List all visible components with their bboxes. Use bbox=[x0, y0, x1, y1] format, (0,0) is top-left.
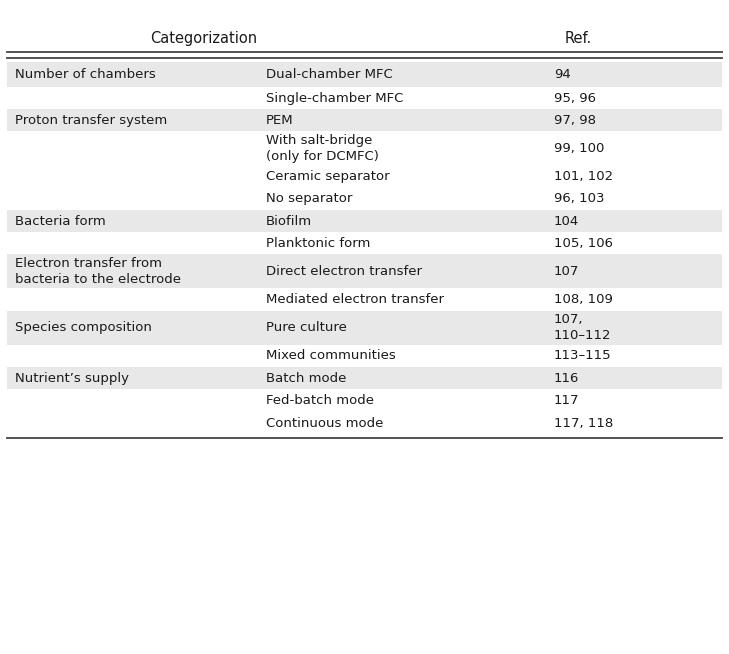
Text: 101, 102: 101, 102 bbox=[554, 170, 613, 183]
Bar bbox=[7, 62, 722, 87]
Text: Fed-batch mode: Fed-batch mode bbox=[266, 394, 374, 407]
Bar bbox=[7, 288, 722, 311]
Text: 107: 107 bbox=[554, 265, 580, 278]
Text: Number of chambers: Number of chambers bbox=[15, 68, 155, 81]
Text: 97, 98: 97, 98 bbox=[554, 114, 596, 127]
Text: Species composition: Species composition bbox=[15, 321, 152, 334]
Bar bbox=[7, 254, 722, 288]
Bar bbox=[7, 188, 722, 210]
Text: 113–115: 113–115 bbox=[554, 349, 612, 362]
Text: 108, 109: 108, 109 bbox=[554, 293, 613, 306]
Text: Proton transfer system: Proton transfer system bbox=[15, 114, 167, 127]
Text: 104: 104 bbox=[554, 215, 580, 228]
Text: Nutrient’s supply: Nutrient’s supply bbox=[15, 371, 128, 385]
Text: Bacteria form: Bacteria form bbox=[15, 215, 105, 228]
Text: 117, 118: 117, 118 bbox=[554, 417, 613, 430]
Text: 99, 100: 99, 100 bbox=[554, 142, 604, 155]
Text: 96, 103: 96, 103 bbox=[554, 192, 604, 205]
Text: With salt-bridge
(only for DCMFC): With salt-bridge (only for DCMFC) bbox=[266, 134, 379, 163]
Text: 94: 94 bbox=[554, 68, 571, 81]
Text: Batch mode: Batch mode bbox=[266, 371, 346, 385]
Text: Categorization: Categorization bbox=[151, 31, 257, 46]
Text: 105, 106: 105, 106 bbox=[554, 237, 613, 250]
Text: Ref.: Ref. bbox=[565, 31, 592, 46]
Text: 95, 96: 95, 96 bbox=[554, 92, 596, 105]
Text: 117: 117 bbox=[554, 394, 580, 407]
Text: Biofilm: Biofilm bbox=[266, 215, 312, 228]
Text: Dual-chamber MFC: Dual-chamber MFC bbox=[266, 68, 393, 81]
Bar bbox=[7, 345, 722, 367]
Text: PEM: PEM bbox=[266, 114, 294, 127]
Bar bbox=[7, 389, 722, 411]
Text: Single-chamber MFC: Single-chamber MFC bbox=[266, 92, 403, 105]
Text: Pure culture: Pure culture bbox=[266, 321, 347, 334]
Text: 107,
110–112: 107, 110–112 bbox=[554, 313, 612, 342]
Bar bbox=[7, 87, 722, 109]
Bar bbox=[7, 165, 722, 188]
Bar bbox=[7, 311, 722, 345]
Bar bbox=[7, 232, 722, 254]
Bar bbox=[7, 109, 722, 131]
Text: Mediated electron transfer: Mediated electron transfer bbox=[266, 293, 444, 306]
Bar bbox=[7, 411, 722, 436]
Bar bbox=[7, 210, 722, 232]
Text: No separator: No separator bbox=[266, 192, 352, 205]
Bar bbox=[7, 131, 722, 165]
Text: Electron transfer from
bacteria to the electrode: Electron transfer from bacteria to the e… bbox=[15, 257, 181, 286]
Text: Direct electron transfer: Direct electron transfer bbox=[266, 265, 422, 278]
Text: Mixed communities: Mixed communities bbox=[266, 349, 396, 362]
Text: Planktonic form: Planktonic form bbox=[266, 237, 370, 250]
Text: 116: 116 bbox=[554, 371, 580, 385]
Bar bbox=[7, 367, 722, 389]
Text: Ceramic separator: Ceramic separator bbox=[266, 170, 390, 183]
Text: Continuous mode: Continuous mode bbox=[266, 417, 383, 430]
